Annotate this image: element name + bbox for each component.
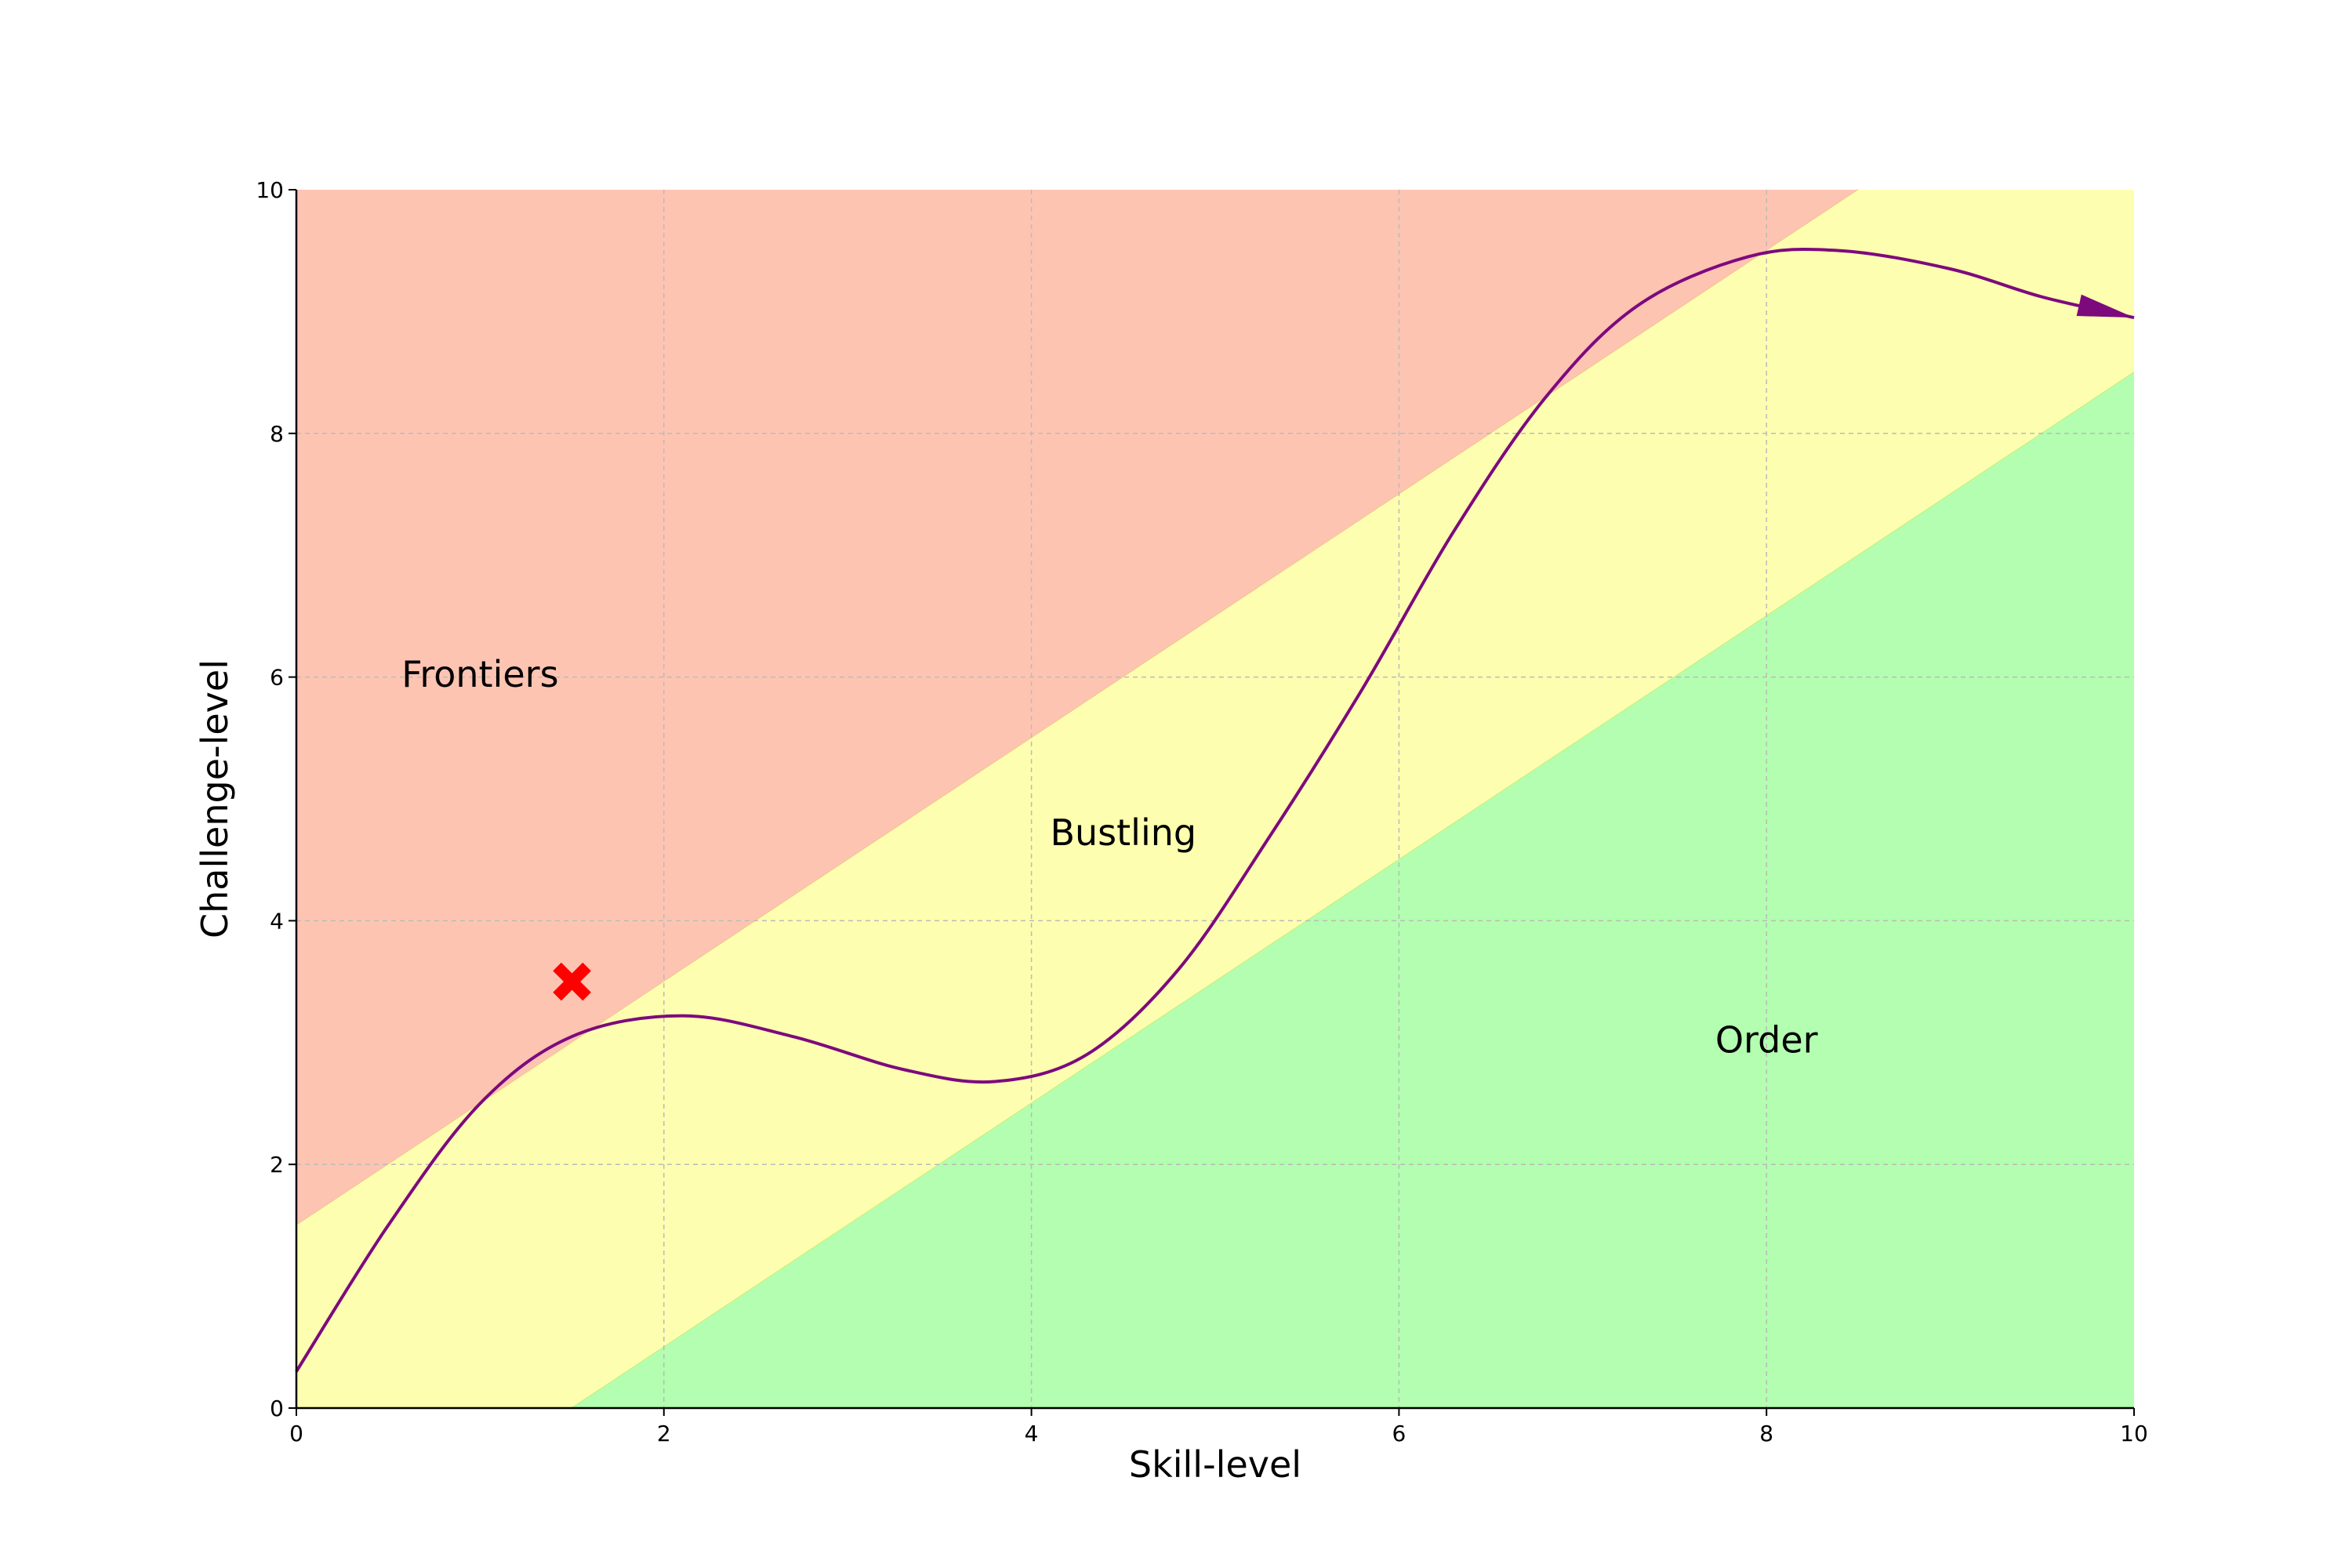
axes-layer: 0 2 4 6 8 10 0 2 4 6 8 10 — [256, 177, 2147, 1446]
x-marker — [553, 962, 591, 1001]
x-axis-label: Skill-level — [1129, 1443, 1301, 1486]
path-layer — [295, 247, 2135, 1373]
x-tick-label: 0 — [289, 1421, 303, 1446]
y-tick-label: 0 — [270, 1396, 284, 1421]
y-axis-label: Challenge-level — [194, 659, 236, 938]
x-marker-stroke — [553, 962, 591, 1001]
path-arrowhead — [2076, 294, 2134, 318]
region-label-bustling: Bustling — [1050, 811, 1196, 854]
x-tick-label: 6 — [1392, 1421, 1406, 1446]
y-tick-label: 6 — [270, 665, 284, 691]
x-tick-label: 2 — [657, 1421, 671, 1446]
x-tick-label: 4 — [1025, 1421, 1039, 1446]
x-tick-label: 8 — [1759, 1421, 1773, 1446]
journey-path — [295, 247, 2135, 1373]
region-frontiers — [296, 190, 2134, 1225]
y-tick-label: 2 — [270, 1152, 284, 1178]
region-bustling — [296, 190, 2134, 1408]
grid-layer — [296, 190, 2134, 1408]
region-label-frontiers: Frontiers — [401, 653, 558, 695]
y-tick-label: 8 — [270, 421, 284, 447]
region-label-order: Order — [1715, 1018, 1818, 1061]
y-tick-label: 10 — [256, 177, 284, 203]
region-order — [296, 372, 2134, 1409]
x-tick-label: 10 — [2120, 1421, 2148, 1446]
y-tick-label: 4 — [270, 908, 284, 934]
region-labels-layer: Frontiers Bustling Order — [401, 653, 1817, 1061]
marker-layer — [553, 962, 591, 1001]
regions-layer — [296, 189, 2135, 1409]
